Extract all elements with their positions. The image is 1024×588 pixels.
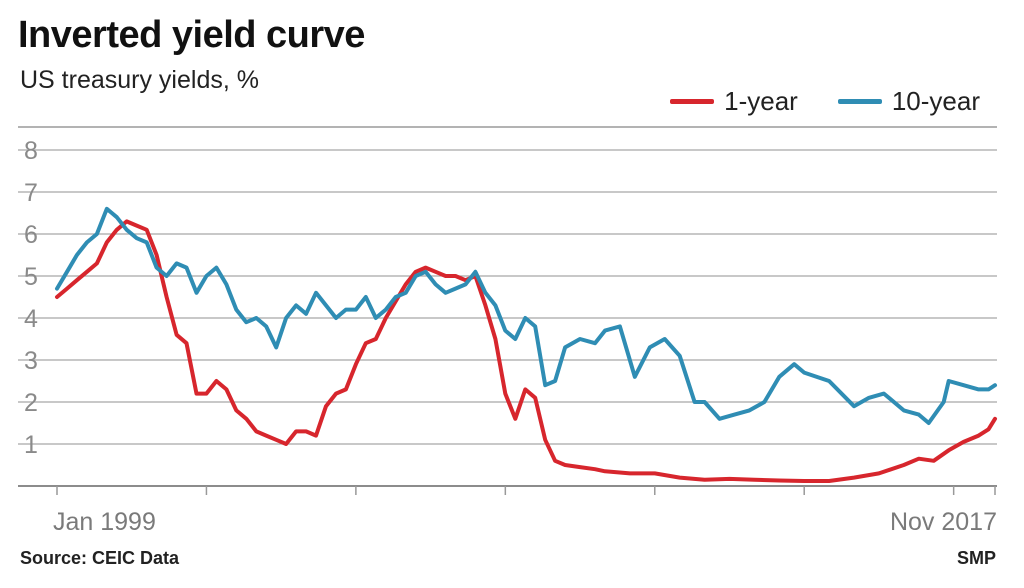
legend-item-10-year: 10-year <box>837 86 980 117</box>
y-tick-label-5: 5 <box>24 263 38 291</box>
source-note: Source: CEIC Data <box>20 548 180 568</box>
legend-item-1-year: 1-year <box>670 86 798 117</box>
y-tick-label-6: 6 <box>24 221 38 249</box>
y-tick-label-4: 4 <box>24 305 38 333</box>
legend-swatch-1-year <box>670 99 715 104</box>
chart-legend: 1-year 10-year <box>630 86 980 117</box>
y-tick-label-8: 8 <box>24 137 38 165</box>
legend-label-10-year: 10-year <box>891 86 980 116</box>
y-tick-label-1: 1 <box>24 431 38 459</box>
y-tick-label-3: 3 <box>24 347 38 375</box>
x-tick-label-1: Nov 2017 <box>890 508 997 536</box>
credit-label: SMP <box>956 548 996 568</box>
series-line-1-year <box>55 219 997 483</box>
legend-label-1-year: 1-year <box>724 86 798 116</box>
chart-title: Inverted yield curve <box>18 14 365 56</box>
y-tick-label-2: 2 <box>24 389 38 417</box>
y-tick-label-7: 7 <box>24 179 38 207</box>
legend-swatch-10-year <box>837 99 882 104</box>
chart-subtitle: US treasury yields, % <box>20 66 259 94</box>
x-tick-label-0: Jan 1999 <box>53 508 156 536</box>
series-line-10-year <box>55 206 997 425</box>
